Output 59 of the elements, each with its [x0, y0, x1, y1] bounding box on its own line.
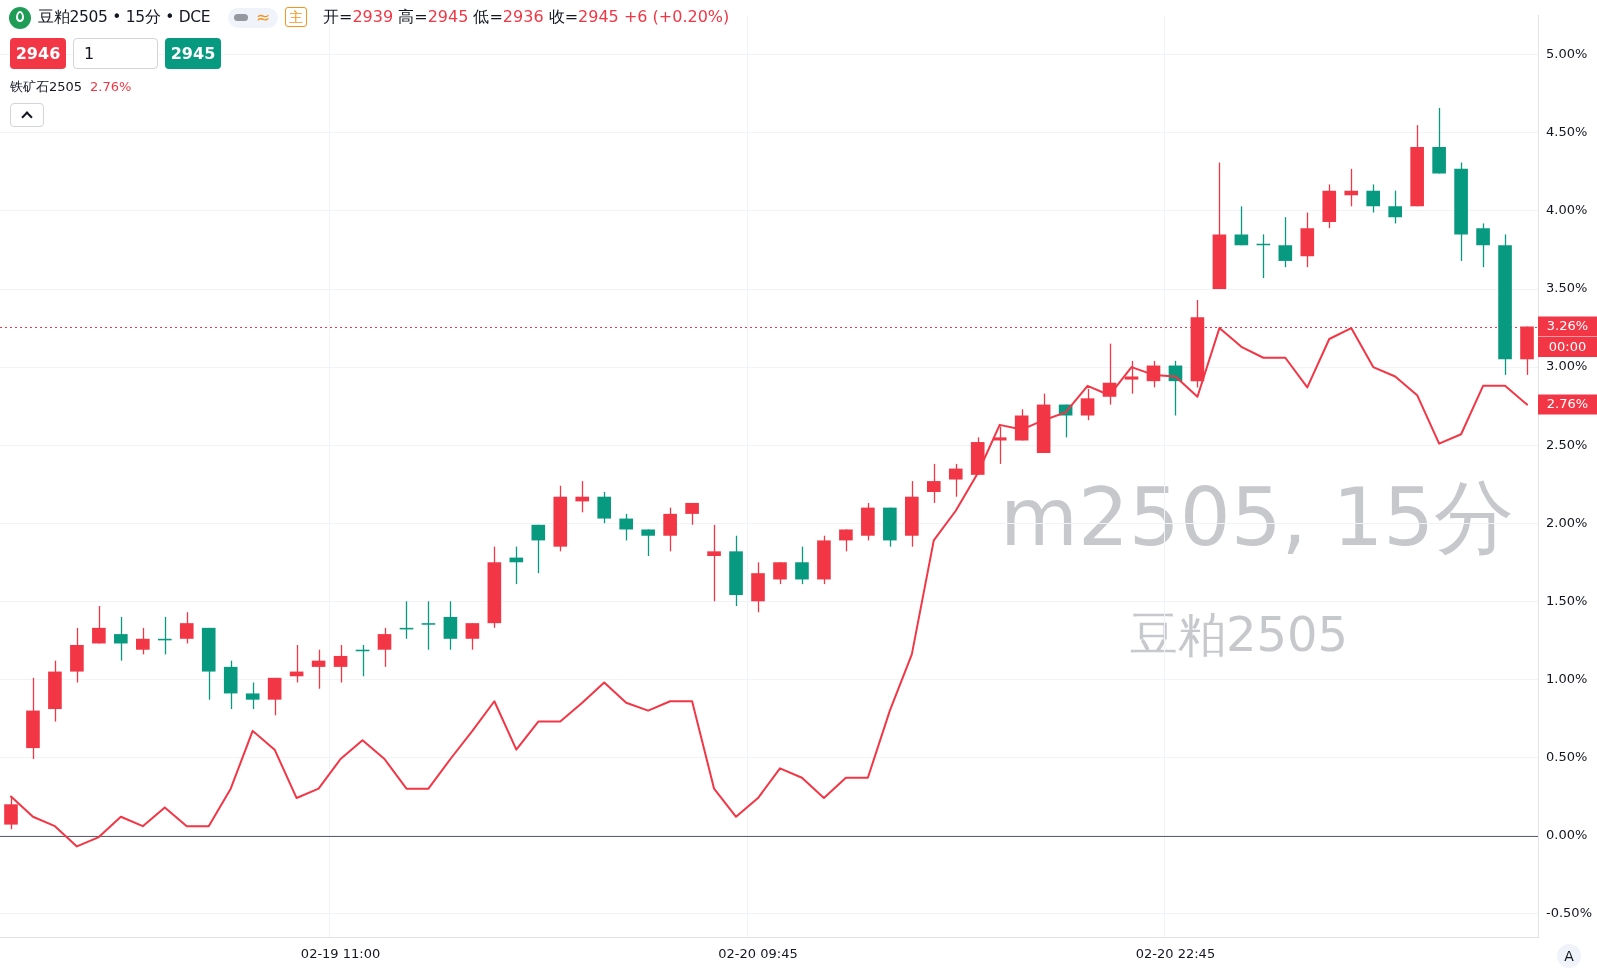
y-tick-label: 1.50%: [1546, 592, 1588, 608]
y-tick-label: 0.00%: [1546, 826, 1588, 842]
candlestick: [1234, 205, 1249, 246]
text: A: [1557, 944, 1581, 968]
annotation: m2505, 15分: [1000, 471, 1515, 564]
y-tick-label: 3.00%: [1546, 358, 1588, 374]
candlestick: [948, 463, 963, 498]
candlestick: [1080, 388, 1095, 421]
candlestick: [333, 644, 348, 684]
annotation: 2945: [427, 7, 469, 26]
candlestick: [795, 546, 809, 585]
y-tick-label: 4.50%: [1546, 124, 1588, 140]
y-tick-label: 2.00%: [1546, 514, 1588, 530]
candlestick: [1124, 360, 1139, 395]
candlestick: [245, 681, 260, 710]
candlestick: [267, 677, 282, 716]
y-tick-label: 4.00%: [1546, 202, 1588, 218]
candlestick: [311, 649, 326, 690]
candlestick: [641, 528, 655, 557]
candlestick: [1366, 183, 1381, 214]
candlestick: [597, 491, 612, 524]
y-tick-label: 2.50%: [1546, 436, 1588, 452]
y-tick-label: 0.50%: [1546, 748, 1588, 764]
text: 00:00: [1538, 336, 1597, 357]
candlestick: [443, 600, 458, 651]
quantity-field: 1: [73, 38, 158, 69]
chart-title: 豆粕2505 • 15分 • DCE: [38, 8, 211, 26]
candlestick: [136, 627, 150, 656]
annotation: 2.76%: [90, 79, 132, 94]
candlestick: [114, 616, 128, 662]
legend-label: 铁矿石2505: [10, 79, 83, 94]
annotation: 2946: [10, 38, 66, 69]
x-tick-label: 02-20 22:45: [1135, 946, 1216, 962]
text: 2945: [170, 44, 216, 63]
candlestick: [663, 506, 677, 552]
candlestick: [92, 605, 106, 645]
ref-line-label: 3.26%: [1546, 317, 1589, 333]
annotation: ≈: [256, 7, 271, 27]
x-tick-label: 02-19 11:00: [300, 946, 381, 962]
candlestick: [839, 528, 853, 552]
y-tick-label: 1.00%: [1546, 670, 1588, 686]
candlestick: [377, 627, 392, 668]
y-tick-label: -0.50%: [1546, 904, 1592, 920]
candlestick: [926, 463, 941, 504]
candlestick: [179, 611, 194, 645]
candlestick: [531, 524, 546, 574]
y-tick-label: 5.00%: [1546, 46, 1588, 62]
candlestick: [1388, 190, 1402, 225]
candlestick: [619, 513, 633, 542]
candlestick: [773, 561, 787, 585]
x-tick-label: 02-20 09:45: [718, 946, 798, 962]
candlestick: [465, 622, 480, 651]
annotation: 主: [285, 7, 307, 27]
candlestick: [1476, 222, 1490, 268]
candlestick: [421, 600, 436, 651]
y-tick-label: 3.50%: [1546, 280, 1588, 296]
text: 2.76%: [1546, 395, 1589, 411]
candlestick: [707, 524, 721, 602]
candlestick: [1278, 216, 1293, 268]
